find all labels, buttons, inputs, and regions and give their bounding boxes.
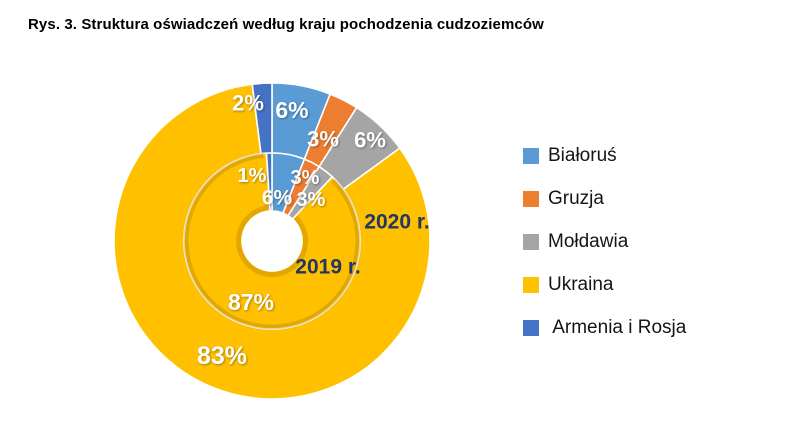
- legend-label-armenia-i-rosja: Armenia i Rosja: [548, 316, 687, 338]
- legend-label-bialorus: Białoruś: [548, 144, 617, 166]
- pct-label-outer-gruzja: 3%: [307, 127, 339, 152]
- legend-label-ukraina: Ukraina: [548, 273, 614, 295]
- slice-inner-ukraina: [183, 152, 361, 330]
- slice-inner-armenia-i-rosja: [265, 152, 273, 212]
- legend-label-moldawia: Mołdawia: [548, 230, 629, 252]
- legend-item-bialorus: Białoruś: [523, 134, 686, 177]
- legend-swatch-ukraina: [523, 276, 539, 293]
- year-label-2019: 2019 r.: [295, 256, 360, 279]
- legend: Białoruś Gruzja Mołdawia Ukraina Armenia i …: [523, 134, 686, 349]
- legend-label-gruzja: Gruzja: [548, 187, 604, 209]
- pct-label-inner-ukraina: 87%: [228, 289, 274, 315]
- legend-item-armenia-i-rosja: Armenia i Rosja: [523, 306, 686, 349]
- pct-label-outer-moldawia: 6%: [354, 128, 386, 153]
- pct-label-inner-bialorus: 6%: [262, 187, 293, 210]
- legend-item-ukraina: Ukraina: [523, 263, 686, 306]
- pct-label-outer-armenia-i-rosja: 2%: [232, 91, 264, 116]
- pct-label-outer-bialorus: 6%: [275, 97, 308, 123]
- pct-label-inner-gruzja: 3%: [291, 167, 320, 189]
- ring-shadow-outer: [183, 152, 361, 330]
- chart-title: Rys. 3. Struktura oświadczeń według kraj…: [28, 16, 544, 33]
- legend-swatch-gruzja: [523, 190, 539, 207]
- pct-label-inner-armenia-i-rosja: 1%: [238, 165, 267, 187]
- legend-swatch-moldawia: [523, 233, 539, 250]
- legend-swatch-bialorus: [523, 147, 539, 164]
- pct-label-inner-moldawia: 3%: [297, 189, 326, 211]
- legend-item-moldawia: Mołdawia: [523, 220, 686, 263]
- pct-label-outer-ukraina: 83%: [197, 342, 247, 370]
- year-label-2020: 2020 r.: [364, 211, 429, 234]
- ring-shadow-inner: [236, 205, 308, 277]
- legend-swatch-armenia-i-rosja: [523, 319, 539, 336]
- legend-item-gruzja: Gruzja: [523, 177, 686, 220]
